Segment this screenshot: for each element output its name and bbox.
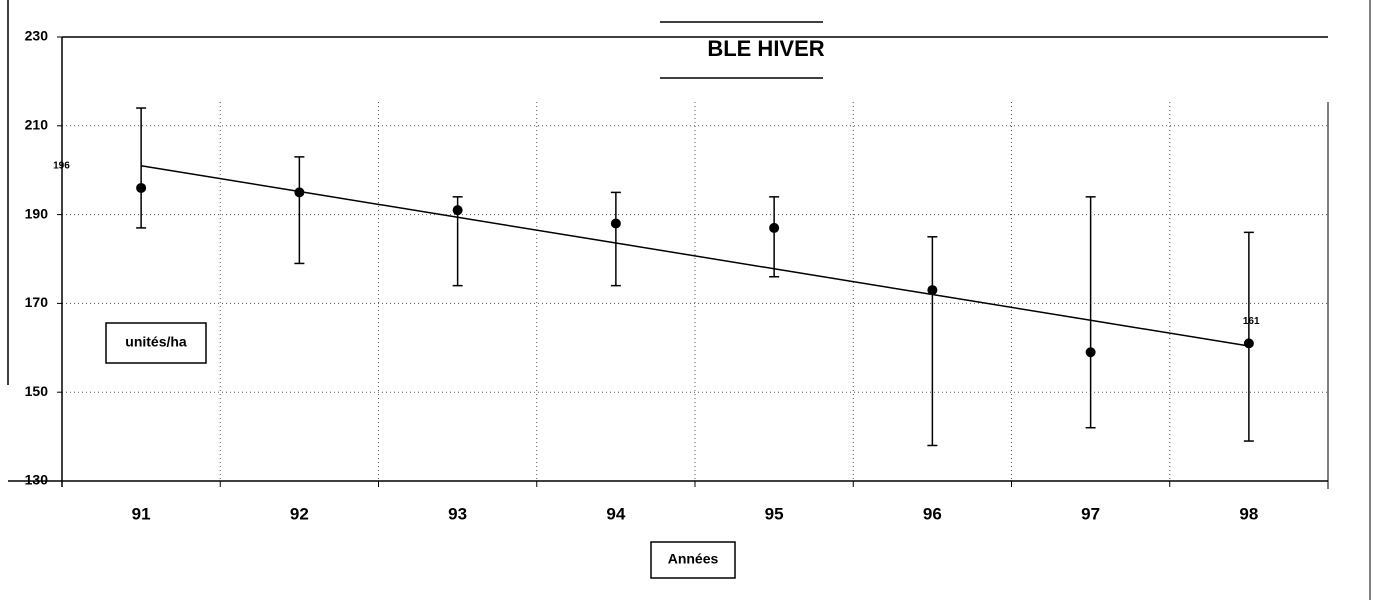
x-tick-label: 95 [765, 504, 784, 523]
y-tick-label: 230 [25, 28, 49, 44]
data-point [136, 182, 147, 193]
x-tick-label: 98 [1239, 504, 1258, 523]
y-label-box [105, 322, 207, 364]
y-axis-label: unités/ha [125, 334, 187, 350]
data-point [1243, 338, 1254, 349]
trend-line [141, 165, 1249, 347]
x-tick-label: 96 [923, 504, 942, 523]
y-tick-label: 210 [25, 117, 49, 133]
data-point [610, 218, 621, 229]
x-tick-label: 97 [1081, 504, 1100, 523]
x-tick-label: 93 [448, 504, 467, 523]
data-point [769, 222, 780, 233]
data-label: 161 [1243, 316, 1260, 327]
y-tick-label: 130 [25, 472, 49, 488]
x-tick-label: 94 [606, 504, 625, 523]
data-point [294, 187, 305, 198]
data-point [927, 285, 938, 296]
x-tick-label: 92 [290, 504, 309, 523]
x-label-box [650, 541, 736, 579]
data-point [1085, 347, 1096, 358]
data-label: 196 [53, 161, 70, 172]
y-tick-label: 150 [25, 383, 49, 399]
x-axis-label: Années [668, 551, 719, 567]
x-tick-label: 91 [132, 504, 151, 523]
y-tick-label: 190 [25, 205, 49, 221]
y-tick-label: 170 [25, 294, 49, 310]
data-point [452, 205, 463, 216]
chart-title: BLE HIVER [707, 36, 824, 61]
